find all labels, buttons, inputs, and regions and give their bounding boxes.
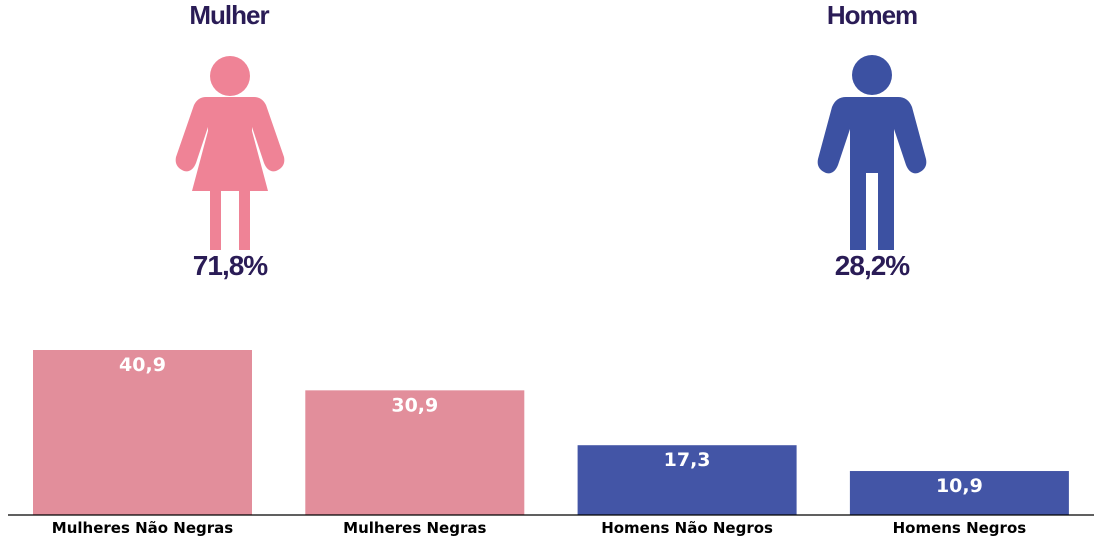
bar-value-label: 30,9	[391, 394, 438, 416]
bar-4	[849, 471, 1069, 515]
bar-value-label: 40,9	[119, 354, 166, 376]
male-title: Homem	[826, 0, 918, 30]
category-label: Mulheres Negras	[343, 519, 486, 537]
woman-icon	[175, 56, 285, 250]
male-percent: 28,2%	[834, 250, 910, 281]
bar-3	[577, 445, 797, 515]
female-title: Mulher	[189, 0, 269, 30]
bar-value-label: 10,9	[936, 475, 983, 497]
bar-2	[305, 390, 525, 515]
category-label: Homens Negros	[893, 519, 1027, 537]
female-percent: 71,8%	[192, 250, 268, 281]
bar-1	[33, 350, 252, 515]
man-icon	[817, 55, 927, 250]
bar-value-label: 17,3	[664, 449, 711, 471]
category-label: Homens Não Negros	[601, 519, 773, 537]
category-label: Mulheres Não Negras	[52, 519, 234, 537]
